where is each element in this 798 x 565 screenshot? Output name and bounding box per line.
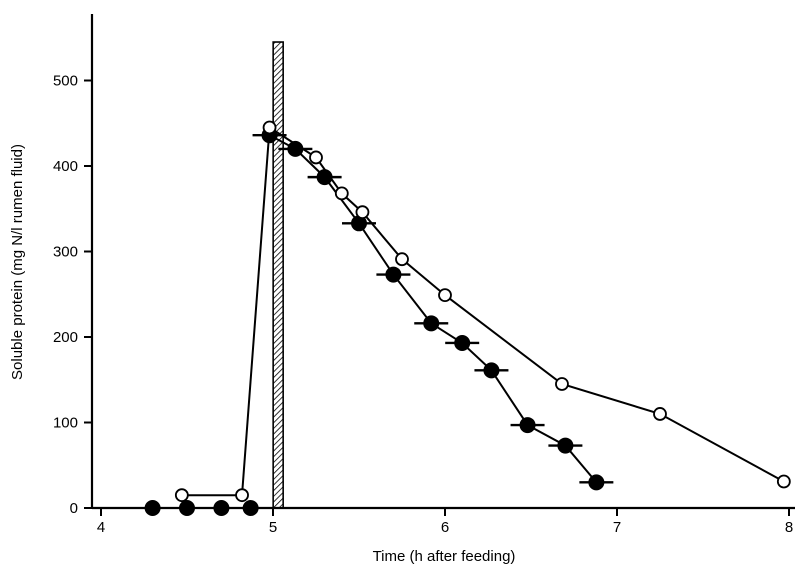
open-point-10 [653,407,667,421]
x-tick-label-4: 4 [97,519,105,536]
series-1-line [269,134,598,484]
error-bars [252,134,614,484]
filled-point-15 [588,474,605,491]
x-tick-label-7: 7 [613,519,621,536]
filled-point-6 [287,140,304,157]
filled-point-1 [144,500,161,516]
dose-bar [272,41,284,509]
y-tick-label-300: 300 [53,244,78,261]
open-point-6 [355,205,370,220]
filled-point-14 [557,437,574,454]
filled-point-9 [385,266,402,283]
y-tick-label-100: 100 [53,415,78,432]
open-point-1 [174,488,189,503]
filled-point-13 [519,417,536,434]
filled-point-3 [213,500,230,516]
series-2-line [181,125,785,497]
filled-point-7 [316,169,333,186]
open-point-7 [395,252,409,267]
y-tick-label-500: 500 [53,73,78,90]
filled-point-4 [242,500,259,516]
x-tick-label-6: 6 [441,519,449,536]
data-points [144,120,791,516]
filled-point-2 [179,500,195,516]
open-point-8 [438,288,452,303]
open-point-4 [309,150,323,165]
open-point-9 [555,377,569,391]
axes [90,14,795,510]
open-point-11 [776,474,791,489]
y-axis-title: Soluble protein (mg N/l rumen fluid) [9,144,26,380]
y-tick-label-200: 200 [53,329,78,346]
ticks: 4 5 6 7 8 0 100 200 300 400 500 [53,73,793,537]
filled-point-10 [423,315,440,332]
series-lines [181,125,785,497]
open-point-3 [262,120,277,135]
x-tick-label-5: 5 [269,519,277,536]
y-tick-label-400: 400 [53,158,78,175]
y-tick-label-0: 0 [70,500,78,517]
open-point-5 [334,186,349,201]
x-tick-label-8: 8 [785,519,793,536]
filled-point-11 [454,334,471,351]
filled-point-12 [483,362,500,379]
x-axis-title: Time (h after feeding) [373,548,516,565]
open-point-2 [235,488,249,503]
dose-bar-group [272,41,284,509]
